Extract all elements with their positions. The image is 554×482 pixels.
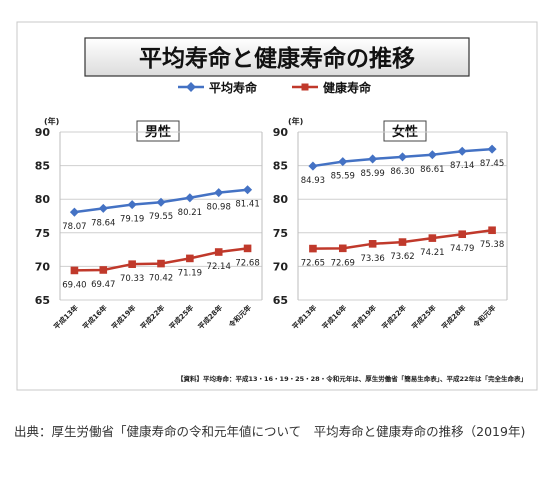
data-point-marker (99, 266, 108, 274)
data-point-marker (214, 188, 224, 198)
data-label: 78.64 (91, 218, 115, 228)
data-point-marker (243, 244, 252, 253)
data-point-marker (338, 157, 348, 167)
y-axis-ticks: 65 70 75 80 85 90 (273, 126, 289, 307)
data-point-marker (214, 248, 223, 256)
data-label: 80.98 (207, 203, 231, 213)
data-point-marker (186, 254, 194, 263)
y-unit-label: (年) (288, 116, 303, 126)
y-tick-label: 70 (273, 260, 289, 273)
chart-title: 平均寿命と健康寿命の推移 (139, 45, 415, 72)
data-point-marker (157, 259, 165, 268)
data-label: 85.59 (331, 172, 355, 182)
data-label: 73.36 (360, 254, 384, 264)
data-label: 72.14 (207, 262, 231, 272)
y-tick-label: 75 (35, 227, 50, 240)
data-label: 72.69 (331, 258, 355, 268)
data-label: 69.47 (91, 280, 115, 290)
data-point-marker (128, 260, 136, 268)
grid (297, 131, 508, 301)
y-tick-label: 75 (273, 227, 288, 240)
panel-title-box (136, 120, 180, 142)
data-point-marker (488, 226, 496, 235)
y-tick-label: 90 (35, 126, 51, 139)
series-group: 78.07 78.64 79.19 79.55 80.21 80.98 81.41 69.40… (62, 185, 260, 290)
data-point-marker (243, 185, 253, 195)
data-label: 78.07 (62, 222, 86, 232)
y-tick-label: 65 (273, 294, 288, 307)
y-tick-label: 65 (35, 294, 50, 307)
y-tick-label: 85 (35, 160, 50, 173)
data-label: 81.41 (235, 200, 259, 210)
title-box (84, 37, 470, 77)
data-label: 73.62 (390, 252, 414, 262)
data-label: 86.61 (420, 165, 444, 175)
y-tick-label: 85 (273, 160, 288, 173)
data-label: 86.30 (390, 167, 414, 177)
data-label: 72.68 (235, 258, 259, 268)
data-point-marker (309, 244, 317, 253)
y-axis-ticks: 65 70 75 80 85 90 (35, 126, 51, 307)
data-label: 74.79 (450, 244, 474, 254)
data-label: 79.19 (120, 215, 144, 225)
data-label: 80.21 (178, 208, 202, 218)
data-point-marker (428, 234, 437, 242)
legend: 平均寿命 健康寿命 (178, 80, 372, 95)
y-tick-label: 90 (273, 126, 289, 139)
series-group: 84.93 85.59 85.99 86.30 86.61 87.14 87.45 72.65… (301, 144, 504, 269)
data-point-marker (69, 207, 79, 217)
data-point-marker (368, 154, 378, 164)
data-label: 72.65 (301, 259, 325, 269)
data-label: 70.33 (120, 274, 144, 284)
data-point-marker (70, 266, 79, 275)
data-label: 87.14 (450, 161, 474, 171)
legend-square-icon (301, 83, 309, 91)
data-label: 74.21 (420, 248, 444, 258)
legend-diamond-icon (186, 82, 196, 92)
data-label: 70.42 (149, 274, 173, 284)
data-label: 75.38 (480, 240, 504, 250)
y-unit-label: (年) (44, 116, 59, 126)
data-point-marker (398, 238, 407, 246)
data-point-marker (308, 161, 318, 171)
data-point-marker (156, 197, 166, 207)
y-tick-label: 80 (273, 193, 289, 206)
panel-title-box (383, 120, 427, 142)
legend-label-life: 平均寿命 (209, 80, 258, 95)
y-tick-label: 70 (35, 260, 51, 273)
data-label: 71.19 (178, 268, 202, 278)
y-tick-label: 80 (35, 193, 51, 206)
legend-label-healthy: 健康寿命 (323, 80, 372, 95)
data-label: 69.40 (62, 280, 86, 290)
source-note: 【資料】平均寿命：平成13・16・19・25・28・令和元年は、厚生労働省「簡易… (177, 374, 527, 383)
data-label: 87.45 (480, 159, 504, 169)
data-label: 85.99 (360, 169, 384, 179)
figure-caption: 出典：厚生労働省「健康寿命の令和元年値について 平均寿命と健康寿命の推移（201… (14, 424, 526, 439)
data-label: 84.93 (301, 176, 325, 186)
data-label: 79.55 (149, 212, 173, 222)
data-point-marker (98, 203, 108, 213)
data-point-marker (368, 240, 377, 248)
data-point-marker (127, 200, 137, 210)
data-point-marker (185, 193, 195, 203)
data-point-marker (458, 230, 467, 239)
data-point-marker (338, 244, 347, 253)
